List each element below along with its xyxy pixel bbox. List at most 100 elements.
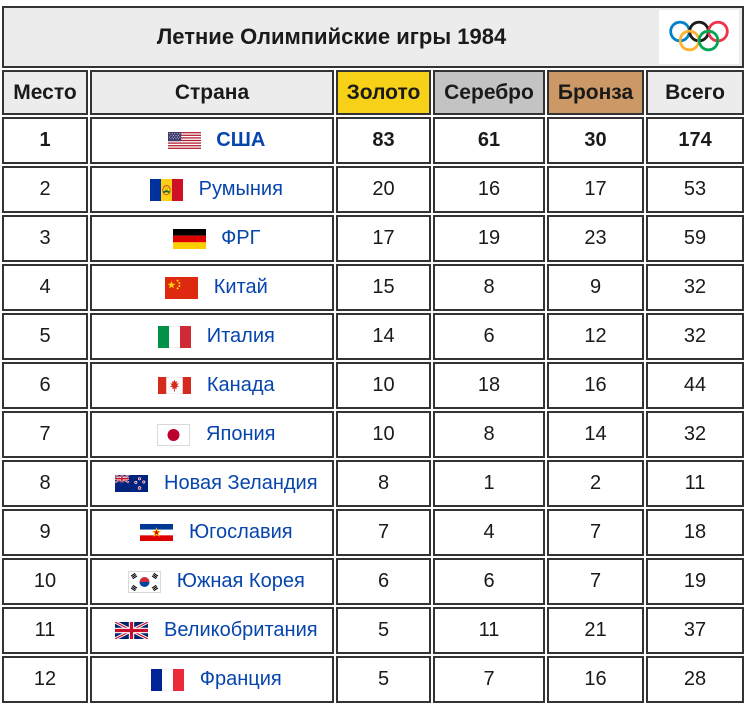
- country-link[interactable]: Япония: [206, 423, 276, 446]
- flag-italy-icon: [158, 325, 192, 348]
- silver-value: 16: [433, 166, 545, 213]
- country-link[interactable]: Югославия: [188, 521, 293, 544]
- country-cell: Канада: [90, 362, 334, 409]
- silver-value: 6: [433, 558, 545, 605]
- caption-row: Летние Олимпийские игры 1984: [2, 6, 745, 68]
- country-link[interactable]: Италия: [206, 325, 275, 348]
- bronze-value: 2: [547, 460, 644, 507]
- country-link[interactable]: США: [216, 129, 266, 152]
- place-value: 4: [2, 264, 88, 311]
- silver-value: 11: [433, 607, 545, 654]
- silver-value: 4: [433, 509, 545, 556]
- col-header-country: Страна: [90, 70, 334, 115]
- silver-value: 7: [433, 656, 545, 703]
- table-row: 6 Канада 10 18 16 44: [2, 362, 745, 409]
- country-cell: Франция: [90, 656, 334, 703]
- gold-value: 15: [336, 264, 431, 311]
- place-value: 7: [2, 411, 88, 458]
- country-cell: Югославия: [90, 509, 334, 556]
- table-row: 12 Франция 5 7 16 28: [2, 656, 745, 703]
- total-value: 53: [646, 166, 745, 213]
- col-header-total: Всего: [646, 70, 745, 115]
- place-value: 11: [2, 607, 88, 654]
- country-link[interactable]: Китай: [213, 276, 268, 299]
- bronze-value: 12: [547, 313, 644, 360]
- country-cell: ФРГ: [90, 215, 334, 262]
- place-value: 9: [2, 509, 88, 556]
- silver-value: 18: [433, 362, 545, 409]
- gold-value: 20: [336, 166, 431, 213]
- table-row: 5 Италия 14 6 12 32: [2, 313, 745, 360]
- col-header-silver: Серебро: [433, 70, 545, 115]
- country-link[interactable]: Румыния: [198, 178, 283, 201]
- flag-usa-icon: [167, 132, 201, 150]
- bronze-value: 16: [547, 656, 644, 703]
- table-row: 8 Новая Зеландия 8 1 2 11: [2, 460, 745, 507]
- table-caption: Летние Олимпийские игры 1984: [2, 6, 745, 68]
- country-cell: Румыния: [90, 166, 334, 213]
- silver-value: 61: [433, 117, 545, 164]
- flag-south-korea-icon: [128, 570, 162, 593]
- page-title: Летние Олимпийские игры 1984: [156, 24, 507, 49]
- place-value: 1: [2, 117, 88, 164]
- gold-value: 7: [336, 509, 431, 556]
- bronze-value: 17: [547, 166, 644, 213]
- place-value: 10: [2, 558, 88, 605]
- flag-yugoslavia-icon: [140, 524, 174, 542]
- flag-uk-icon: [115, 622, 149, 640]
- table-row: 7 Япония 10 8 14 32: [2, 411, 745, 458]
- table-row: 9 Югославия 7 4 7 18: [2, 509, 745, 556]
- gold-value: 10: [336, 411, 431, 458]
- column-header-row: Место Страна Золото Серебро Бронза Всего: [2, 70, 745, 115]
- table-row: 1 США 83 61 30 174: [2, 117, 745, 164]
- gold-value: 5: [336, 607, 431, 654]
- silver-value: 6: [433, 313, 545, 360]
- total-value: 32: [646, 264, 745, 311]
- bronze-value: 21: [547, 607, 644, 654]
- place-value: 6: [2, 362, 88, 409]
- table-row: 10 Южная Корея 6 6 7 19: [2, 558, 745, 605]
- country-link[interactable]: Канада: [206, 374, 275, 397]
- col-header-bronze: Бронза: [547, 70, 644, 115]
- country-link[interactable]: Новая Зеландия: [164, 472, 318, 495]
- silver-value: 8: [433, 411, 545, 458]
- flag-new-zealand-icon: [115, 475, 149, 493]
- flag-canada-icon: [158, 377, 192, 395]
- gold-value: 6: [336, 558, 431, 605]
- table-row: 2 Румыния 20 16 17 53: [2, 166, 745, 213]
- olympic-rings-icon: [659, 10, 740, 64]
- bronze-value: 14: [547, 411, 644, 458]
- gold-value: 17: [336, 215, 431, 262]
- place-value: 8: [2, 460, 88, 507]
- total-value: 44: [646, 362, 745, 409]
- bronze-value: 30: [547, 117, 644, 164]
- bronze-value: 7: [547, 509, 644, 556]
- total-value: 32: [646, 411, 745, 458]
- country-cell: Китай: [90, 264, 334, 311]
- total-value: 28: [646, 656, 745, 703]
- country-link[interactable]: Франция: [199, 668, 282, 691]
- bronze-value: 23: [547, 215, 644, 262]
- bronze-value: 16: [547, 362, 644, 409]
- medal-table-body: 1 США 83 61 30 174 2 Румыния 20 16 17 53…: [2, 117, 745, 703]
- flag-japan-icon: [157, 423, 191, 446]
- total-value: 19: [646, 558, 745, 605]
- place-value: 3: [2, 215, 88, 262]
- country-cell: США: [90, 117, 334, 164]
- table-row: 3 ФРГ 17 19 23 59: [2, 215, 745, 262]
- silver-value: 1: [433, 460, 545, 507]
- col-header-place: Место: [2, 70, 88, 115]
- country-link[interactable]: ФРГ: [221, 227, 261, 250]
- col-header-gold: Золото: [336, 70, 431, 115]
- country-link[interactable]: Великобритания: [163, 619, 318, 642]
- silver-value: 19: [433, 215, 545, 262]
- silver-value: 8: [433, 264, 545, 311]
- country-cell: Новая Зеландия: [90, 460, 334, 507]
- gold-value: 5: [336, 656, 431, 703]
- gold-value: 83: [336, 117, 431, 164]
- total-value: 59: [646, 215, 745, 262]
- place-value: 2: [2, 166, 88, 213]
- gold-value: 10: [336, 362, 431, 409]
- bronze-value: 9: [547, 264, 644, 311]
- country-link[interactable]: Южная Корея: [176, 570, 305, 593]
